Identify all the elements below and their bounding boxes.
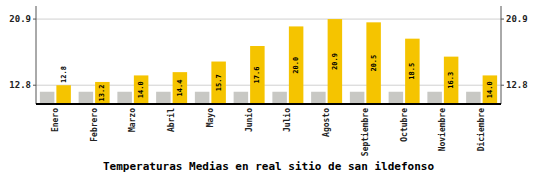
data-label: 15.7 bbox=[215, 74, 223, 91]
bar bbox=[289, 26, 304, 104]
x-tick-label: Mayo bbox=[206, 108, 215, 127]
data-label: 20.0 bbox=[292, 57, 300, 74]
bar bbox=[195, 92, 210, 104]
data-label: 12.8 bbox=[60, 66, 68, 83]
x-tick-label: Octubre bbox=[400, 108, 409, 142]
data-labels: 12.8 13.2 14.0 14.4 15.7 17.6 20.0 20.9 20.5 18.5… bbox=[60, 53, 494, 101]
bar bbox=[156, 92, 171, 104]
x-tick-label: Junio bbox=[244, 108, 254, 132]
bar bbox=[389, 92, 404, 104]
y2-tick-label: 20.9 bbox=[506, 14, 528, 24]
data-label: 14.4 bbox=[176, 80, 184, 97]
bar bbox=[173, 72, 188, 104]
bar bbox=[250, 46, 265, 104]
y2-tick bbox=[501, 19, 504, 20]
y2-axis-line bbox=[501, 6, 502, 104]
grid-line bbox=[36, 19, 501, 20]
y2-tick-label: 12.8 bbox=[506, 80, 528, 90]
bar bbox=[40, 92, 55, 104]
x-tick-label: Agosto bbox=[322, 108, 331, 137]
bar bbox=[272, 92, 287, 104]
x-tick-label: Febrero bbox=[90, 108, 99, 142]
bar bbox=[405, 39, 420, 104]
x-tick-label: Septiembre bbox=[360, 108, 370, 156]
data-label: 16.3 bbox=[447, 72, 455, 89]
x-tick-label: Noviembre bbox=[437, 108, 447, 152]
x-tick-label: Enero bbox=[51, 108, 60, 132]
bar bbox=[483, 75, 498, 104]
chart: 12.8 20.9 12.8 20.9 Enero Febrero Marzo Abril Ma… bbox=[0, 0, 537, 174]
x-tick-label: Marzo bbox=[128, 108, 137, 132]
x-axis: Enero Febrero Marzo Abril Mayo Junio Julio Agos… bbox=[51, 108, 486, 156]
x-tick-label: Abril bbox=[166, 108, 176, 132]
bar bbox=[211, 62, 226, 104]
bar bbox=[311, 92, 326, 104]
grid bbox=[36, 19, 501, 85]
data-label: 20.5 bbox=[370, 55, 378, 72]
bar bbox=[95, 82, 110, 104]
x-tick-label: Julio bbox=[282, 108, 292, 132]
bar bbox=[444, 57, 459, 104]
bar bbox=[466, 92, 481, 104]
title: Temperaturas Medias en real sitio de san… bbox=[103, 160, 435, 173]
data-label: 18.5 bbox=[408, 63, 416, 80]
data-label: 13.2 bbox=[98, 85, 106, 102]
data-label: 14.0 bbox=[137, 81, 145, 98]
bar bbox=[350, 92, 365, 104]
bar bbox=[79, 92, 94, 104]
axes: 12.8 20.9 12.8 20.9 bbox=[9, 6, 527, 104]
y2-tick bbox=[501, 85, 504, 86]
y-axis-line bbox=[36, 6, 37, 104]
y-tick-label: 20.9 bbox=[9, 14, 31, 24]
data-label: 14.0 bbox=[486, 81, 494, 98]
data-label: 17.6 bbox=[253, 67, 261, 84]
baseline bbox=[36, 103, 501, 105]
bars bbox=[40, 19, 497, 104]
x-tick-label: Diciembre bbox=[476, 108, 486, 152]
y-tick bbox=[33, 19, 36, 20]
y-tick bbox=[33, 85, 36, 86]
bar bbox=[117, 92, 132, 104]
data-label: 20.9 bbox=[331, 53, 339, 70]
bar bbox=[366, 22, 381, 104]
y-tick-label: 12.8 bbox=[9, 80, 31, 90]
bar bbox=[56, 85, 71, 104]
bar bbox=[234, 92, 249, 104]
bar bbox=[134, 75, 149, 104]
bar bbox=[328, 19, 343, 104]
bar bbox=[427, 92, 442, 104]
